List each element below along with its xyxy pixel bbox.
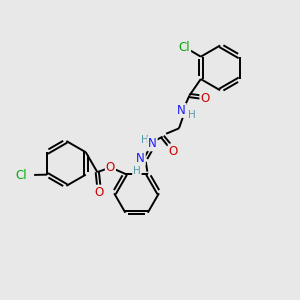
Text: Cl: Cl [16, 169, 27, 182]
Text: H: H [188, 110, 195, 120]
Text: H: H [133, 166, 141, 176]
Text: H: H [141, 135, 148, 145]
Text: O: O [200, 92, 210, 105]
Text: Cl: Cl [178, 40, 190, 54]
Text: N: N [148, 137, 157, 150]
Text: O: O [94, 186, 104, 199]
Text: N: N [177, 104, 186, 117]
Text: O: O [106, 160, 115, 173]
Text: O: O [169, 145, 178, 158]
Text: N: N [136, 152, 145, 165]
